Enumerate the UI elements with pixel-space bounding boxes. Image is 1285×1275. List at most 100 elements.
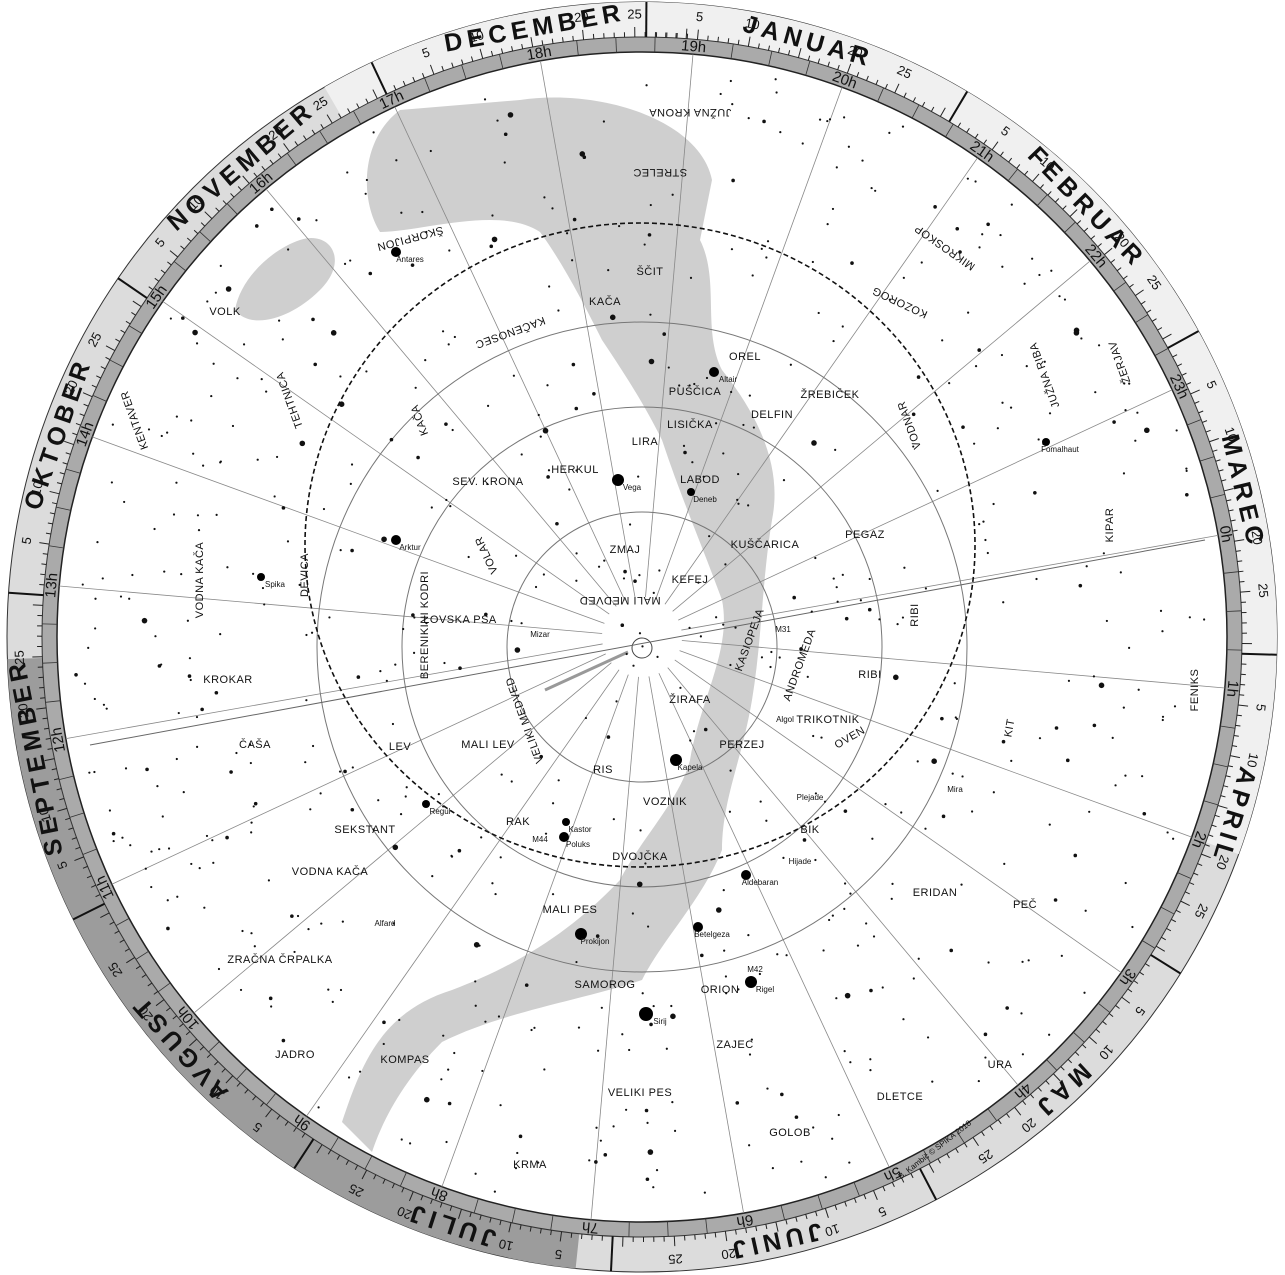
hour-subtick [550, 1215, 554, 1231]
star-dot [123, 500, 126, 504]
day-tick [551, 38, 554, 44]
day-tick [408, 1191, 414, 1202]
star-dot [811, 440, 817, 446]
hour-label: 0h [1216, 524, 1236, 543]
day-tick [1076, 220, 1082, 225]
day-tick [1097, 243, 1102, 248]
star-dot [147, 428, 151, 431]
star-dot [350, 463, 354, 466]
star-dot [643, 243, 646, 246]
star-dot [872, 935, 876, 938]
star-dot [1002, 601, 1005, 604]
star-dot [343, 262, 347, 265]
star-dot [296, 217, 301, 221]
star-dot [212, 861, 215, 864]
star-dot [421, 210, 424, 214]
star-dot [445, 1140, 448, 1144]
star-dot [817, 311, 820, 315]
constellation-label: URA [988, 1059, 1013, 1071]
star-dot [217, 967, 221, 971]
hour-subtick [56, 506, 71, 511]
hour-subtick [768, 51, 773, 66]
day-tick [489, 1217, 492, 1223]
day-label: 20 [720, 1246, 736, 1263]
star-dot [641, 992, 644, 995]
star-dot [818, 118, 822, 121]
star-dot [600, 1006, 603, 1009]
star-dot [977, 1079, 980, 1083]
star-dot [931, 758, 937, 765]
star-dot [849, 1061, 852, 1064]
day-tick [974, 133, 979, 139]
day-label: 10 [497, 1236, 514, 1254]
star-dot [1124, 881, 1127, 885]
day-tick [824, 1208, 829, 1218]
star-dot [507, 112, 514, 118]
day-tick [1116, 267, 1122, 272]
constellation-label: VOZNIK [643, 796, 687, 808]
star-dot [239, 988, 243, 992]
star-dot [577, 1026, 581, 1029]
day-tick [354, 1165, 359, 1170]
star-dot [484, 1020, 487, 1023]
star-dot [926, 1036, 930, 1039]
day-tick [1145, 963, 1150, 967]
day-tick [45, 532, 51, 535]
day-tick [1227, 765, 1234, 768]
day-tick [1189, 882, 1195, 886]
star-dot [212, 362, 215, 365]
day-tick [470, 56, 474, 62]
day-tick [51, 768, 57, 771]
star-dot [242, 343, 246, 346]
star-dot [714, 422, 718, 425]
hour-line [681, 535, 1219, 631]
day-tick [356, 103, 360, 109]
hour-subtick [1097, 1002, 1111, 1013]
day-tick [42, 553, 48, 555]
star-dot [670, 1013, 676, 1020]
star-dot [633, 579, 637, 583]
star-dot [670, 1004, 673, 1008]
star-dot [871, 837, 874, 840]
star-dot [275, 455, 279, 459]
star-dot [398, 1018, 401, 1022]
star-dot [537, 1161, 540, 1164]
hour-line [648, 676, 744, 1214]
day-label: 10 [823, 1221, 841, 1240]
day-tick [420, 1195, 424, 1201]
hour-label: 5h [881, 1163, 903, 1185]
star-dot [1038, 273, 1041, 277]
star-dot [655, 1169, 659, 1172]
day-tick [1201, 853, 1211, 859]
hour-subtick [705, 1218, 708, 1234]
star-dot [869, 988, 873, 993]
star-dot [780, 1092, 784, 1097]
day-tick [490, 50, 494, 57]
bright-star [575, 928, 587, 940]
star-label: Aldebaran [742, 878, 778, 887]
constellation-label: ZAJEC [716, 1039, 753, 1051]
day-tick [131, 312, 136, 316]
star-dot [1161, 718, 1164, 722]
day-tick [1214, 814, 1220, 818]
day-tick [1062, 205, 1067, 210]
star-dot [1128, 382, 1131, 385]
hour-subtick [199, 231, 211, 243]
star-dot [826, 223, 829, 226]
star-dot [1005, 1006, 1009, 1010]
star-dot [1131, 925, 1134, 929]
star-dot [111, 831, 116, 836]
star-dot [682, 444, 686, 447]
day-tick [745, 1227, 748, 1233]
star-dot [180, 572, 183, 576]
day-tick [1155, 945, 1166, 952]
star-dot [708, 535, 711, 538]
star-dot [499, 856, 502, 859]
star-dot [83, 682, 87, 685]
star-dot [861, 159, 864, 162]
day-tick [284, 1121, 289, 1126]
day-tick [737, 39, 740, 45]
star-dot [912, 977, 915, 980]
star-dot [408, 1142, 412, 1145]
star-dot [1159, 609, 1163, 613]
